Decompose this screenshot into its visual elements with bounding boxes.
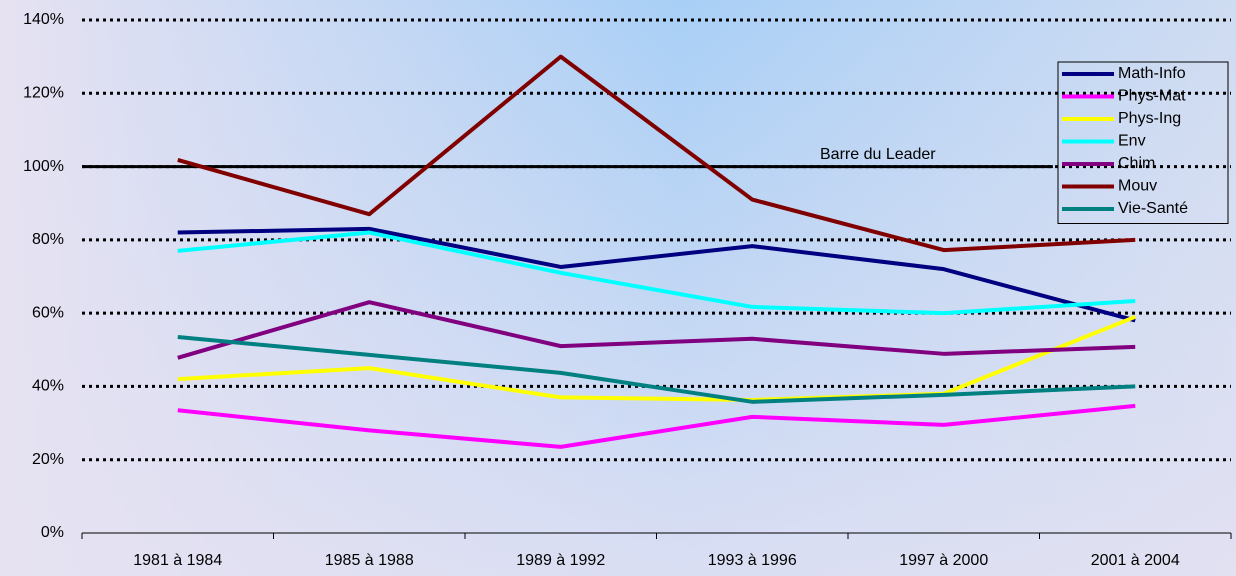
series-line <box>177 334 1136 404</box>
x-tick-label: 1985 à 1988 <box>325 552 414 569</box>
x-tick-label: 1993 à 1996 <box>708 552 797 569</box>
y-tick-label: 60% <box>32 304 64 321</box>
x-tick-label: 1989 à 1992 <box>516 552 605 569</box>
y-tick-label: 140% <box>23 11 64 28</box>
series-line <box>177 230 1136 316</box>
x-tick-label: 1981 à 1984 <box>133 552 222 569</box>
legend-label: Math-Info <box>1118 65 1186 82</box>
x-tick-label: 2001 à 2004 <box>1091 552 1180 569</box>
y-tick-label: 0% <box>41 524 64 541</box>
x-tick-label: 1997 à 2000 <box>899 552 988 569</box>
legend-label: Phys-Ing <box>1118 110 1181 127</box>
leader-label: Barre du Leader <box>820 146 936 163</box>
y-tick-label: 40% <box>32 378 64 395</box>
y-tick-label: 100% <box>23 158 64 175</box>
legend-label: Mouv <box>1118 178 1157 195</box>
series-line <box>177 314 1136 402</box>
y-tick-label: 20% <box>32 451 64 468</box>
legend-label: Vie-Santé <box>1118 200 1188 217</box>
legend-label: Env <box>1118 133 1146 150</box>
y-tick-label: 80% <box>32 231 64 248</box>
legend-label: Phys-Mat <box>1118 88 1186 105</box>
series-line <box>177 300 1136 360</box>
series-line <box>177 54 1136 253</box>
series-line <box>177 226 1136 323</box>
series-line <box>177 403 1136 449</box>
legend-box <box>1057 61 1229 224</box>
legend-label: Chim <box>1118 155 1155 172</box>
y-tick-label: 120% <box>23 85 64 102</box>
